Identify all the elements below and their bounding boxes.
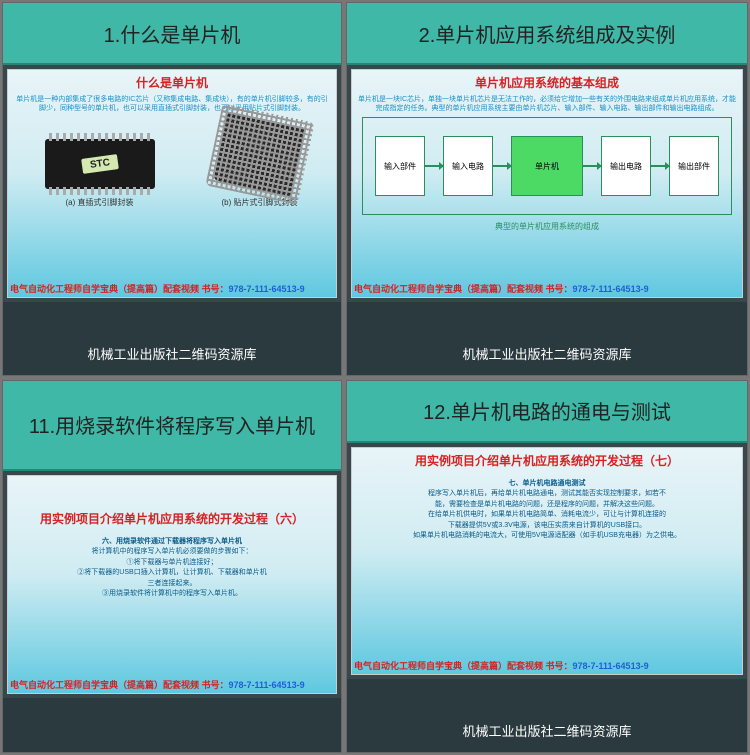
arrow-icon: [583, 165, 601, 167]
step-heading: 七、单片机电路通电测试: [362, 479, 732, 490]
step-line: ②将下载器的USB口插入计算机，让计算机、下载器和单片机: [18, 568, 326, 579]
arrow-icon: [425, 165, 443, 167]
card-footer: 机械工业出版社二维码资源库: [3, 332, 341, 375]
video-card-11[interactable]: 11.用烧录软件将程序写入单片机 用实例项目介绍单片机应用系统的开发过程（六） …: [2, 380, 342, 754]
card-header: 1.什么是单片机: [3, 3, 341, 65]
slide-body: 单片机是一种内部集成了很多电路的IC芯片（又称集成电路、集成块），有的单片机引脚…: [8, 95, 336, 113]
card-footer: 机械工业出版社二维码资源库: [347, 709, 747, 752]
diagram-caption: 典型的单片机应用系统的组成: [352, 219, 742, 232]
arrow-icon: [493, 165, 511, 167]
step-line: ③用烧录软件将计算机中的程序写入单片机。: [18, 589, 326, 600]
video-card-12[interactable]: 12.单片机电路的通电与测试 用实例项目介绍单片机应用系统的开发过程（七） 七、…: [346, 380, 748, 754]
slide-content: 单片机应用系统的基本组成 单片机是一块IC芯片，单独一块单片机芯片是无法工作的，…: [351, 69, 743, 298]
block-diagram: 输入部件 输入电路 单片机 输出电路 输出部件: [367, 126, 727, 206]
dip-chip-icon: STC: [45, 139, 155, 189]
watermark: 电气自动化工程师自学宝典（提高篇）配套视频 书号：978-7-111-64513…: [354, 282, 740, 295]
diagram-frame: 输入部件 输入电路 单片机 输出电路 输出部件: [362, 117, 732, 215]
slide-area: 用实例项目介绍单片机应用系统的开发过程（六） 六、用烧录软件通过下载器将程序写入…: [3, 471, 341, 699]
watermark: 电气自动化工程师自学宝典（提高篇）配套视频 书号：978-7-111-64513…: [354, 659, 740, 672]
step-line: 三者连接起来。: [18, 579, 326, 590]
watermark: 电气自动化工程师自学宝典（提高篇）配套视频 书号：978-7-111-64513…: [10, 282, 334, 295]
diagram-output-circuit: 输出电路: [601, 136, 651, 196]
card-footer: [3, 728, 341, 752]
card-header: 11.用烧录软件将程序写入单片机: [3, 381, 341, 471]
slide-title: 用实例项目介绍单片机应用系统的开发过程（七）: [352, 448, 742, 473]
step-line: 在给单片机供电时，如果单片机电路简单、消耗电流少，可让与计算机连接的: [362, 510, 732, 521]
video-card-1[interactable]: 1.什么是单片机 什么是单片机 单片机是一种内部集成了很多电路的IC芯片（又称集…: [2, 2, 342, 376]
chip-images: STC (a) 直插式引脚封装 (b) 贴片式引脚式封装: [8, 113, 336, 210]
qfp-chip-icon: [213, 112, 306, 197]
slide-steps: 六、用烧录软件通过下载器将程序写入单片机 将计算机中的程序写入单片机必须要做的步…: [8, 531, 336, 606]
diagram-output-part: 输出部件: [669, 136, 719, 196]
slide-title: 用实例项目介绍单片机应用系统的开发过程（六）: [8, 506, 336, 531]
step-heading: 六、用烧录软件通过下载器将程序写入单片机: [18, 537, 326, 548]
step-line: 程序写入单片机后，再给单片机电路通电，测试其能否实现控制要求，如若不: [362, 489, 732, 500]
slide-title: 单片机应用系统的基本组成: [352, 70, 742, 95]
card-footer: 机械工业出版社二维码资源库: [347, 332, 747, 375]
slide-area: 单片机应用系统的基本组成 单片机是一块IC芯片，单独一块单片机芯片是无法工作的，…: [347, 65, 747, 302]
footer-spacer: [347, 302, 747, 332]
footer-spacer: [347, 679, 747, 709]
diagram-mcu: 单片机: [511, 136, 583, 196]
step-line: ①将下载器与单片机连接好；: [18, 558, 326, 569]
step-line: 能，需要检查是单片机电路的问题，还是程序的问题，并解决这些问题。: [362, 500, 732, 511]
chip-caption-a: (a) 直插式引脚封装: [45, 197, 155, 208]
diagram-input-circuit: 输入电路: [443, 136, 493, 196]
slide-steps: 七、单片机电路通电测试 程序写入单片机后，再给单片机电路通电，测试其能否实现控制…: [352, 473, 742, 548]
step-line: 如果单片机电路消耗的电流大，可使用5V电源适配器（如手机USB充电器）为之供电。: [362, 531, 732, 542]
slide-body: 单片机是一块IC芯片，单独一块单片机芯片是无法工作的，必须给它增加一些有关的外围…: [352, 95, 742, 113]
slide-content: 什么是单片机 单片机是一种内部集成了很多电路的IC芯片（又称集成电路、集成块），…: [7, 69, 337, 298]
video-card-2[interactable]: 2.单片机应用系统组成及实例 单片机应用系统的基本组成 单片机是一块IC芯片，单…: [346, 2, 748, 376]
card-header: 12.单片机电路的通电与测试: [347, 381, 747, 443]
step-line: 下载器提供5V或3.3V电源，该电压实质来自计算机的USB接口。: [362, 521, 732, 532]
slide-area: 用实例项目介绍单片机应用系统的开发过程（七） 七、单片机电路通电测试 程序写入单…: [347, 443, 747, 680]
slide-area: 什么是单片机 单片机是一种内部集成了很多电路的IC芯片（又称集成电路、集成块），…: [3, 65, 341, 302]
slide-title: 什么是单片机: [8, 70, 336, 95]
footer-spacer: [3, 302, 341, 332]
step-line: 将计算机中的程序写入单片机必须要做的步骤如下：: [18, 547, 326, 558]
slide-content: 用实例项目介绍单片机应用系统的开发过程（六） 六、用烧录软件通过下载器将程序写入…: [7, 475, 337, 695]
arrow-icon: [651, 165, 669, 167]
watermark: 电气自动化工程师自学宝典（提高篇）配套视频 书号：978-7-111-64513…: [10, 678, 334, 691]
diagram-input-part: 输入部件: [375, 136, 425, 196]
slide-content: 用实例项目介绍单片机应用系统的开发过程（七） 七、单片机电路通电测试 程序写入单…: [351, 447, 743, 676]
card-header: 2.单片机应用系统组成及实例: [347, 3, 747, 65]
footer-spacer: [3, 698, 341, 728]
